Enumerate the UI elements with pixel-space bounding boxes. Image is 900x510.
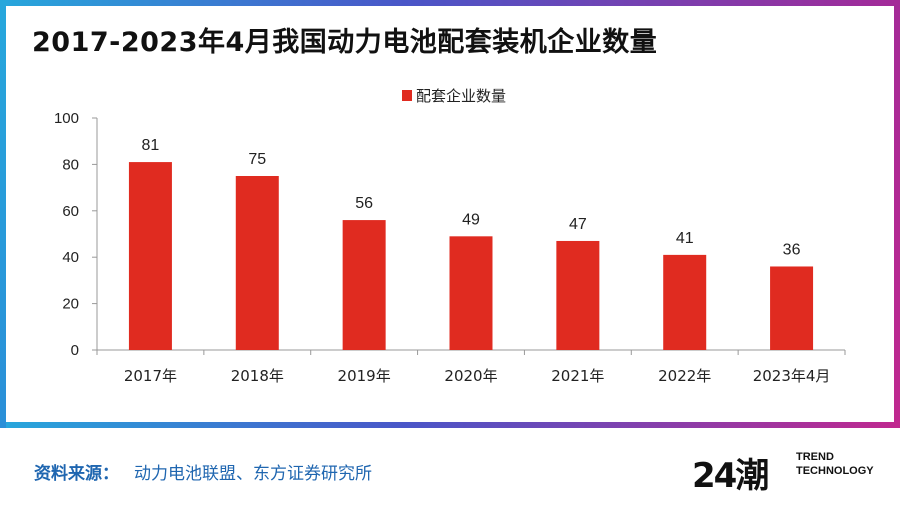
- x-tick-label: 2020年: [444, 367, 497, 385]
- x-tick-label: 2017年: [124, 367, 177, 385]
- logo-line-2: TECHNOLOGY: [796, 465, 874, 477]
- data-label: 49: [462, 211, 480, 228]
- x-tick-label: 2021年: [551, 367, 604, 385]
- y-tick-label: 60: [62, 203, 79, 220]
- bar-chart: 0 20 40 60 80 100 81 2017年 75 2018年 56 2019年 49 2020年…: [54, 87, 846, 385]
- brand-logo: 24潮 TREND TECHNOLOGY: [692, 446, 877, 496]
- legend-label: 配套企业数量: [416, 87, 506, 105]
- frame-bottom-border: [0, 422, 900, 428]
- bar: [449, 236, 493, 350]
- logo-line-1: TREND: [796, 451, 834, 463]
- logo-mark: 24潮: [692, 456, 769, 496]
- data-label: 47: [569, 216, 587, 233]
- bar: [556, 240, 600, 350]
- data-label: 75: [248, 151, 266, 168]
- data-label: 36: [783, 241, 801, 258]
- bar: [770, 266, 814, 350]
- data-label: 56: [355, 195, 373, 212]
- bar: [342, 220, 386, 350]
- x-tick-label: 2023年4月: [753, 367, 831, 385]
- x-tick-label: 2022年: [658, 367, 711, 385]
- data-label: 81: [142, 137, 160, 154]
- y-tick-label: 80: [62, 156, 79, 173]
- y-tick-label: 100: [54, 110, 79, 127]
- frame-right-border: [894, 0, 900, 428]
- logo-wordmark: TREND TECHNOLOGY: [796, 450, 874, 478]
- bar: [235, 176, 279, 350]
- x-tick-label: 2019年: [338, 367, 391, 385]
- bar: [128, 162, 172, 350]
- x-tick-label: 2018年: [231, 367, 284, 385]
- source-text: 动力电池联盟、东方证券研究所: [134, 464, 372, 484]
- frame-top-border: [0, 0, 900, 6]
- source-label: 资料来源：: [34, 464, 119, 484]
- bar: [663, 254, 707, 350]
- data-label: 41: [676, 230, 694, 247]
- y-tick-label: 0: [71, 342, 79, 359]
- legend-swatch: [402, 90, 412, 101]
- y-tick-label: 40: [62, 249, 79, 266]
- chart-title: 2017-2023年4月我国动力电池配套装机企业数量: [32, 27, 658, 58]
- y-tick-label: 20: [62, 296, 79, 313]
- frame-left-border: [0, 0, 6, 428]
